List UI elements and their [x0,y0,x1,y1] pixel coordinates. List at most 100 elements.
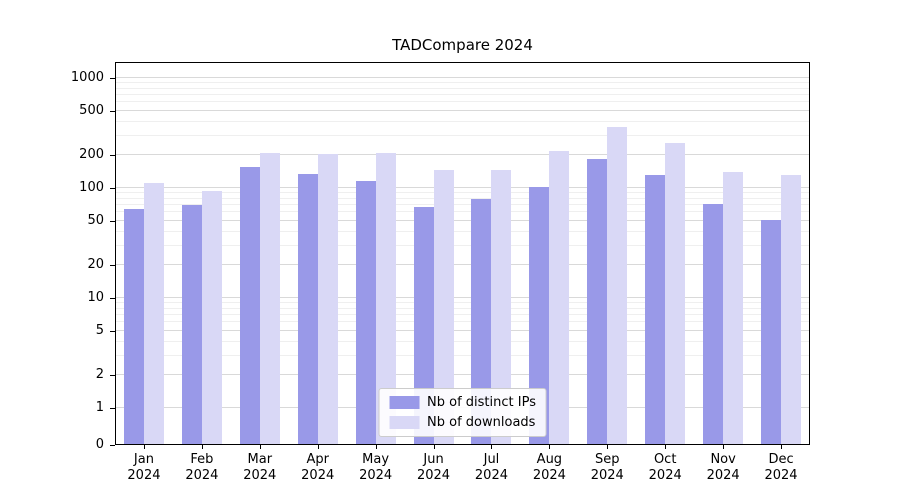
y-tick-mark [110,298,115,299]
x-tick-line: 2024 [243,468,277,483]
bar [355,181,376,445]
y-tick-mark [110,221,115,223]
y-tick-label: 5 [95,323,104,339]
gridline-major [115,297,810,298]
gridline-minor [115,192,810,194]
x-tick-line: Dec [768,452,794,467]
y-tick-mark [110,111,115,113]
gridline-minor [115,211,810,213]
x-tick-line: Aug [536,452,563,467]
gridline-minor [115,302,810,304]
bar [413,207,434,445]
gridline-minor [115,134,810,136]
gridline-minor [115,101,810,103]
bar [781,175,802,445]
gridline-minor [115,314,810,316]
y-tick-mark [110,188,115,189]
x-tick-mark [723,445,725,449]
x-tick-label: Apr 2024 [283,452,353,484]
x-tick-line: Apr [306,452,329,467]
gridline-major [115,373,810,375]
bar [143,183,164,445]
y-tick-mark [110,331,115,333]
gridline-major [115,330,810,332]
x-tick-line: Nov [710,452,736,467]
bar [181,205,202,445]
x-tick-line: Mar [247,452,273,467]
gridline-major [115,187,810,188]
y-tick-mark [110,78,115,79]
bar [761,220,782,445]
gridline-major [115,110,810,112]
gridline-major [115,153,810,155]
gridline-minor [115,340,810,342]
x-tick-label: Nov 2024 [688,452,758,484]
x-tick-mark [781,445,783,449]
x-tick-line: May [362,452,390,467]
bar [645,175,666,445]
bar [375,152,396,445]
bar [587,159,608,445]
x-tick-mark [375,445,377,449]
gridline-minor [115,354,810,356]
x-tick-mark [607,445,609,449]
bar [433,170,454,445]
legend-label-downloads: Nb of downloads [427,415,536,430]
y-tick-label: 1 [95,400,104,415]
gridline-minor [115,120,810,122]
x-tick-label: Aug 2024 [514,452,584,484]
bar [201,191,222,445]
gridline-minor [115,82,810,84]
bar [491,170,512,445]
x-tick-label: Oct 2024 [630,452,700,484]
x-tick-label: Mar 2024 [225,452,295,484]
legend-item-downloads: Nb of downloads [389,415,536,430]
x-tick-line: 2024 [590,468,624,483]
bar [471,198,492,445]
x-tick-line: Oct [653,452,677,467]
x-tick-line: 2024 [416,468,451,483]
x-tick-line: 2024 [764,468,798,483]
y-tick-label: 100 [79,180,104,195]
x-tick-line: Jun [423,452,444,467]
x-tick-line: Feb [190,452,214,467]
plot-area: Nb of distinct IPs Nb of downloads [115,62,810,445]
gridline-minor [115,197,810,199]
gridline-minor [115,204,810,206]
y-tick-label: 0 [95,437,104,452]
x-tick-mark [317,445,319,449]
bar [317,153,338,445]
x-tick-label: Feb 2024 [167,452,237,484]
x-tick-mark [201,445,203,449]
gridline-minor [115,87,810,89]
x-tick-label: Sep 2024 [572,452,642,484]
x-tick-mark [433,445,435,449]
x-tick-line: Jul [483,452,500,467]
x-tick-mark [665,445,667,449]
legend-swatch-downloads [389,416,420,429]
x-tick-line: 2024 [648,468,682,483]
y-tick-label: 200 [79,146,104,162]
x-tick-label: Jan 2024 [109,452,179,484]
x-tick-line: 2024 [301,468,335,483]
bar [239,167,260,445]
x-tick-line: 2024 [185,468,219,483]
gridline-minor [115,321,810,323]
bar [259,152,280,445]
y-tick-mark [110,408,115,409]
x-tick-label: Dec 2024 [746,452,816,484]
x-tick-label: Jul 2024 [456,452,526,484]
y-tick-label: 50 [87,213,104,229]
y-tick-mark [110,445,115,446]
x-tick-line: 2024 [474,468,508,483]
bar [529,187,550,445]
legend-label-distinct-ips: Nb of distinct IPs [427,395,536,410]
y-tick-label: 10 [87,290,104,305]
x-tick-mark [259,445,261,449]
gridline-minor [115,307,810,309]
legend: Nb of distinct IPs Nb of downloads [378,388,547,437]
x-tick-line: 2024 [532,468,566,483]
x-tick-mark [491,445,493,449]
bar [723,171,744,445]
